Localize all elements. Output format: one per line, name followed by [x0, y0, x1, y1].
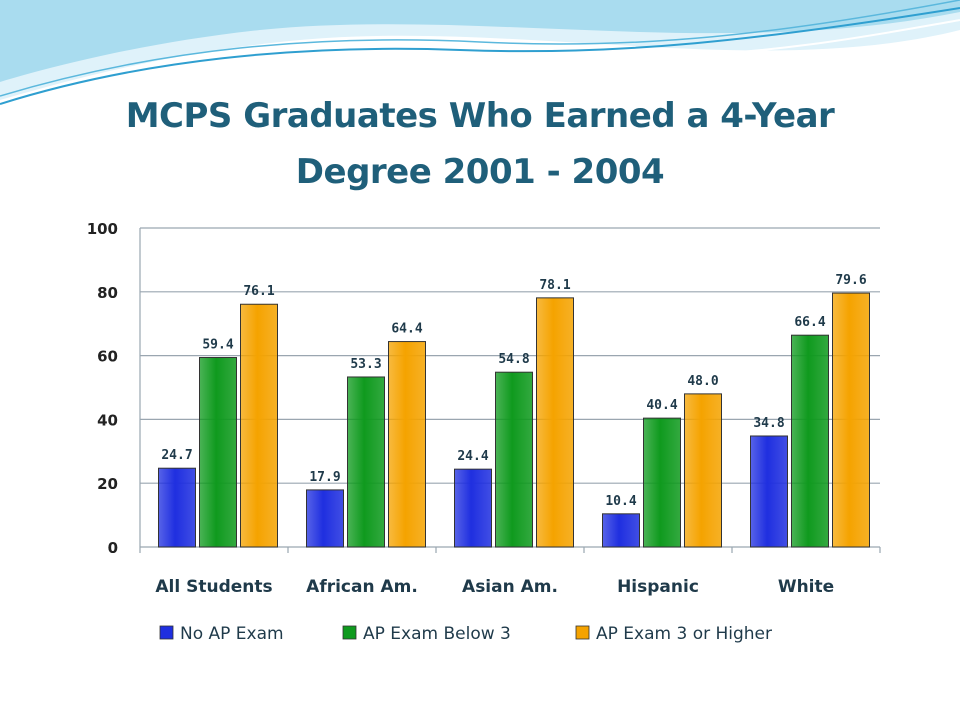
data-label: 24.4: [457, 449, 488, 464]
bar-ap-exam-below-3-0: [199, 357, 237, 548]
legend-swatch: [159, 625, 174, 640]
chart-title: MCPS Graduates Who Earned a 4-Year Degre…: [60, 88, 900, 200]
data-label: 53.3: [350, 357, 381, 372]
bar-no-ap-exam-4: [750, 435, 788, 548]
bar-ap-exam-3-or-higher-2: [536, 297, 574, 548]
legend-label: AP Exam 3 or Higher: [596, 624, 772, 644]
data-label: 40.4: [646, 398, 677, 413]
category-labels: All Students African Am. Asian Am. Hispanic…: [155, 577, 834, 597]
y-tick-label: 0: [108, 539, 118, 557]
bar-ap-exam-below-3-2: [495, 371, 533, 548]
bar-ap-exam-3-or-higher-0: [240, 303, 278, 548]
data-label: 76.1: [243, 284, 274, 299]
y-tick-label: 100: [87, 220, 118, 238]
data-label: 64.4: [391, 322, 422, 337]
data-label: 59.4: [202, 338, 233, 353]
data-label: 66.4: [794, 315, 825, 330]
category-label: White: [778, 577, 834, 597]
bar-ap-exam-below-3-3: [643, 417, 681, 548]
data-labels: 24.7 59.4 76.1 17.9 53.3 64.4 24.4 54.8 78.1 10.4…: [161, 273, 866, 509]
legend-label: AP Exam Below 3: [363, 624, 511, 644]
bar-no-ap-exam-0: [158, 467, 196, 548]
bar-no-ap-exam-1: [306, 489, 344, 548]
data-label: 24.7: [161, 448, 192, 463]
bar-ap-exam-3-or-higher-4: [832, 292, 870, 548]
wave-line-2: [0, 0, 960, 97]
data-label: 79.6: [835, 273, 866, 288]
data-label: 48.0: [687, 374, 718, 389]
data-label: 78.1: [539, 278, 570, 293]
bars: [158, 292, 870, 548]
y-tick-label: 40: [97, 411, 118, 429]
wave-band-mid: [0, 0, 960, 82]
decorative-wave-header: [0, 0, 960, 105]
y-tick-label: 80: [97, 284, 118, 302]
bar-ap-exam-below-3-4: [791, 334, 829, 548]
legend-label: No AP Exam: [180, 624, 284, 644]
category-label: African Am.: [306, 577, 418, 597]
y-tick-label: 60: [97, 348, 118, 366]
category-label: Asian Am.: [462, 577, 558, 597]
y-tick-label: 20: [97, 475, 118, 493]
legend-swatch: [342, 625, 357, 640]
bar-ap-exam-3-or-higher-3: [684, 393, 722, 548]
data-label: 54.8: [498, 352, 529, 367]
legend-swatch: [575, 625, 590, 640]
category-label: All Students: [155, 577, 272, 597]
title-line-1: MCPS Graduates Who Earned a 4-Year: [125, 96, 835, 136]
bar-no-ap-exam-3: [602, 513, 640, 548]
data-label: 17.9: [309, 470, 340, 485]
category-label: Hispanic: [617, 577, 699, 597]
wave-line-3: [119, 19, 960, 81]
data-label: 10.4: [605, 494, 636, 509]
bar-ap-exam-3-or-higher-1: [388, 341, 426, 548]
title-line-2: Degree 2001 - 2004: [295, 152, 665, 192]
data-label: 34.8: [753, 416, 784, 431]
bar-ap-exam-below-3-1: [347, 376, 385, 548]
y-axis-ticks: 0 20 40 60 80 100: [87, 220, 118, 557]
bar-no-ap-exam-2: [454, 468, 492, 548]
wave-line-1: [0, 7, 960, 105]
legend: No AP Exam AP Exam Below 3 AP Exam 3 or Hi…: [159, 624, 772, 644]
